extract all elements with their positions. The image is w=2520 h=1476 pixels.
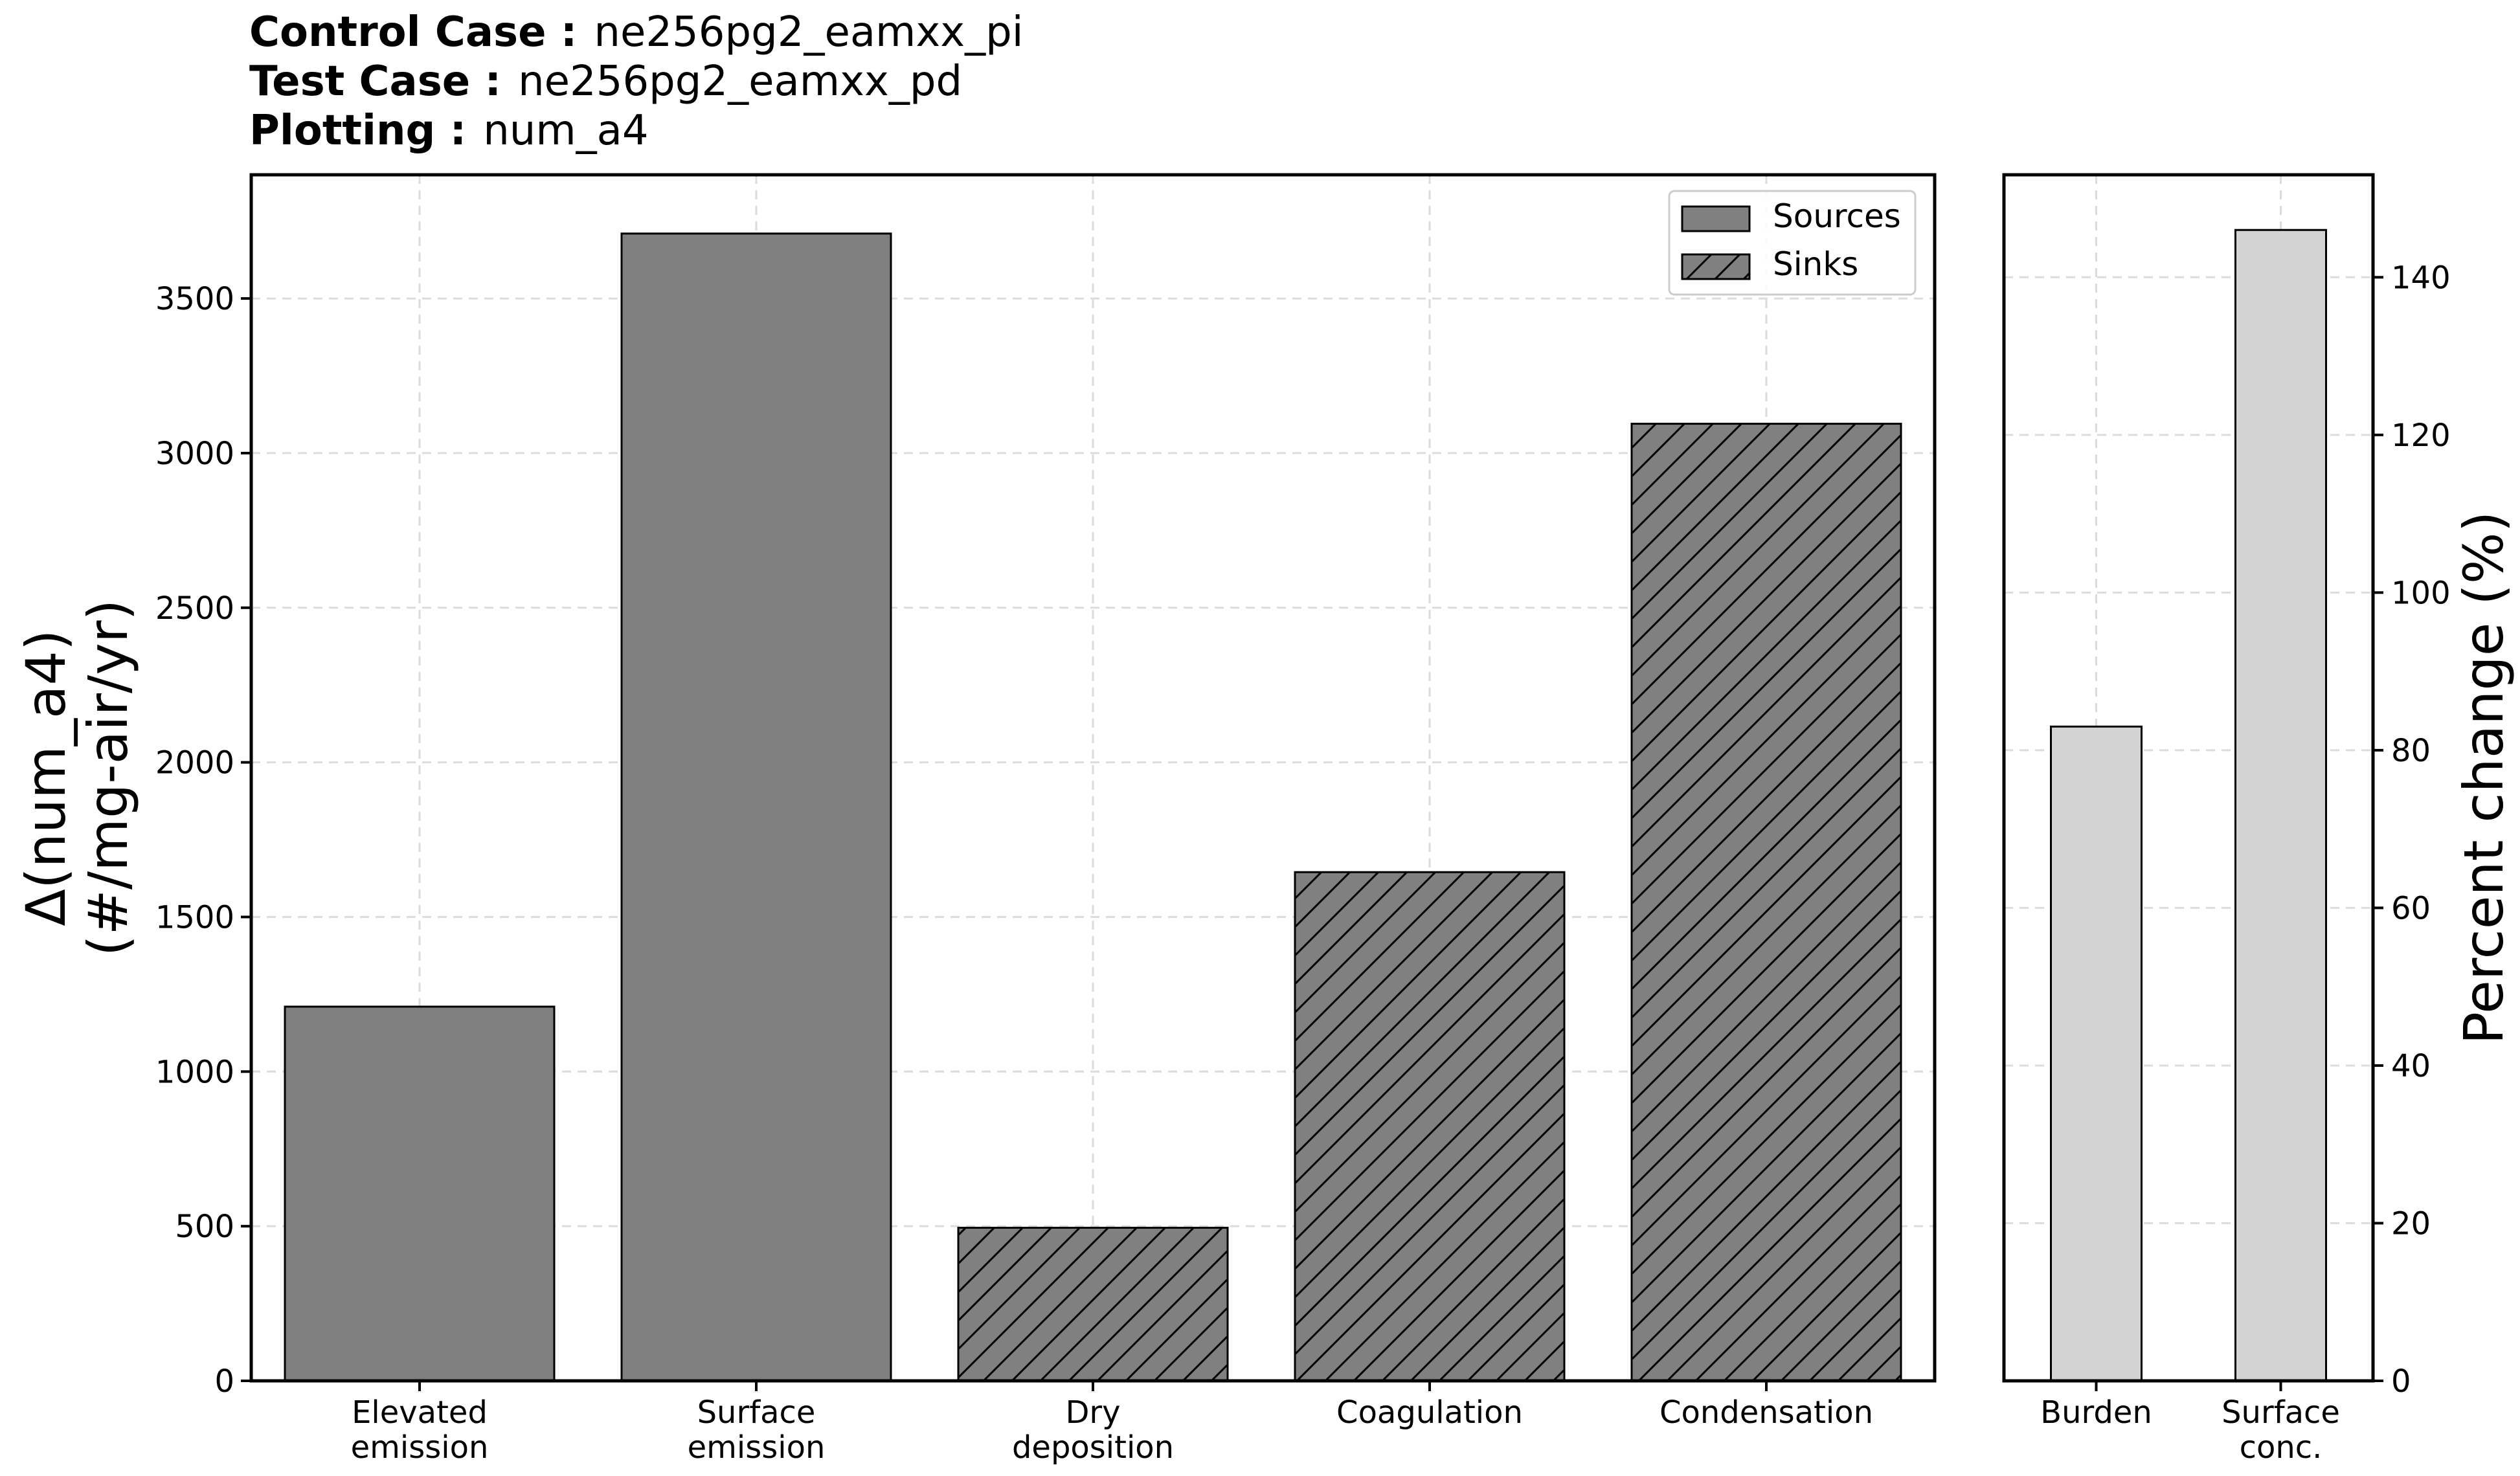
pct-bar-surface-conc (2234, 229, 2327, 1382)
pct-bar-burden (2050, 725, 2143, 1382)
legend-swatch-sources (1681, 205, 1751, 232)
left-plot-frame (249, 173, 1937, 1383)
bar-condensation (1630, 423, 1902, 1382)
right-ytick-label-20: 20 (2391, 1205, 2431, 1242)
left-axes: 0 500 1000 1500 2000 2500 3000 3500 Elevated emis… (14, 173, 1937, 1466)
legend-swatch-sinks (1681, 253, 1751, 280)
legend-label-sinks: Sinks (1773, 245, 1858, 283)
right-ylabel: Percent change (%) (2452, 511, 2515, 1045)
bar-coagulation (1294, 871, 1566, 1382)
xtick-label-coagulation: Coagulation (1336, 1394, 1523, 1431)
right-plot-frame (2002, 173, 2375, 1383)
legend: Sources Sinks (1668, 190, 1917, 296)
legend-label-sources: Sources (1773, 197, 1901, 235)
right-ytick-label-80: 80 (2391, 733, 2431, 769)
test-case-label: Test Case : (249, 58, 502, 106)
xtick-label-elevated-emission: Elevated emission (351, 1394, 489, 1466)
left-ytick-label-2000: 2000 (155, 745, 234, 781)
bar-elevated-emission (284, 1005, 556, 1382)
test-case-value: ne256pg2_eamxx_pd (518, 58, 963, 106)
control-case-line: Control Case : ne256pg2_eamxx_pi (249, 8, 1024, 57)
left-ylabel: Δ(num_a4)(#/mg-air/yr) (14, 599, 140, 957)
xtick-label-dry-deposition: Dry deposition (1012, 1394, 1174, 1466)
left-ytick-label-1000: 1000 (155, 1054, 234, 1090)
right-ytick-label-100: 100 (2391, 575, 2451, 611)
right-ytick-label-140: 140 (2391, 260, 2451, 296)
left-ytick-label-1500: 1500 (155, 899, 234, 935)
right-axes: 0 20 40 60 80 100 120 140 Burden Surface conc. Perc… (2002, 173, 2515, 1466)
pct-xtick-label-burden: Burden (2040, 1394, 2152, 1431)
left-ytick-label-3000: 3000 (155, 436, 234, 472)
right-ytick-label-0: 0 (2391, 1363, 2411, 1400)
pct-xtick-label-surface-conc: Surface conc. (2222, 1394, 2340, 1466)
xtick-label-surface-emission: Surface emission (688, 1394, 826, 1466)
plotting-line: Plotting : num_a4 (249, 106, 1024, 155)
bar-surface-emission (620, 232, 892, 1382)
right-bars (2050, 229, 2327, 1382)
control-case-value: ne256pg2_eamxx_pi (594, 8, 1024, 56)
chart-header: Control Case : ne256pg2_eamxx_pi Test Cas… (249, 8, 1024, 155)
right-ytick-label-40: 40 (2391, 1048, 2431, 1084)
left-bars (284, 232, 1902, 1382)
test-case-line: Test Case : ne256pg2_eamxx_pd (249, 57, 1024, 106)
xtick-label-condensation: Condensation (1659, 1394, 1873, 1431)
plotting-label: Plotting : (249, 107, 467, 155)
right-ytick-label-60: 60 (2391, 890, 2431, 926)
left-ytick-label-0: 0 (214, 1363, 234, 1400)
plotting-value: num_a4 (483, 107, 649, 155)
bar-dry-deposition (957, 1227, 1229, 1382)
left-ytick-label-3500: 3500 (155, 281, 234, 317)
right-ytick-label-120: 120 (2391, 418, 2451, 454)
control-case-label: Control Case : (249, 8, 578, 56)
left-ytick-label-2500: 2500 (155, 590, 234, 627)
left-ytick-label-500: 500 (175, 1209, 234, 1245)
